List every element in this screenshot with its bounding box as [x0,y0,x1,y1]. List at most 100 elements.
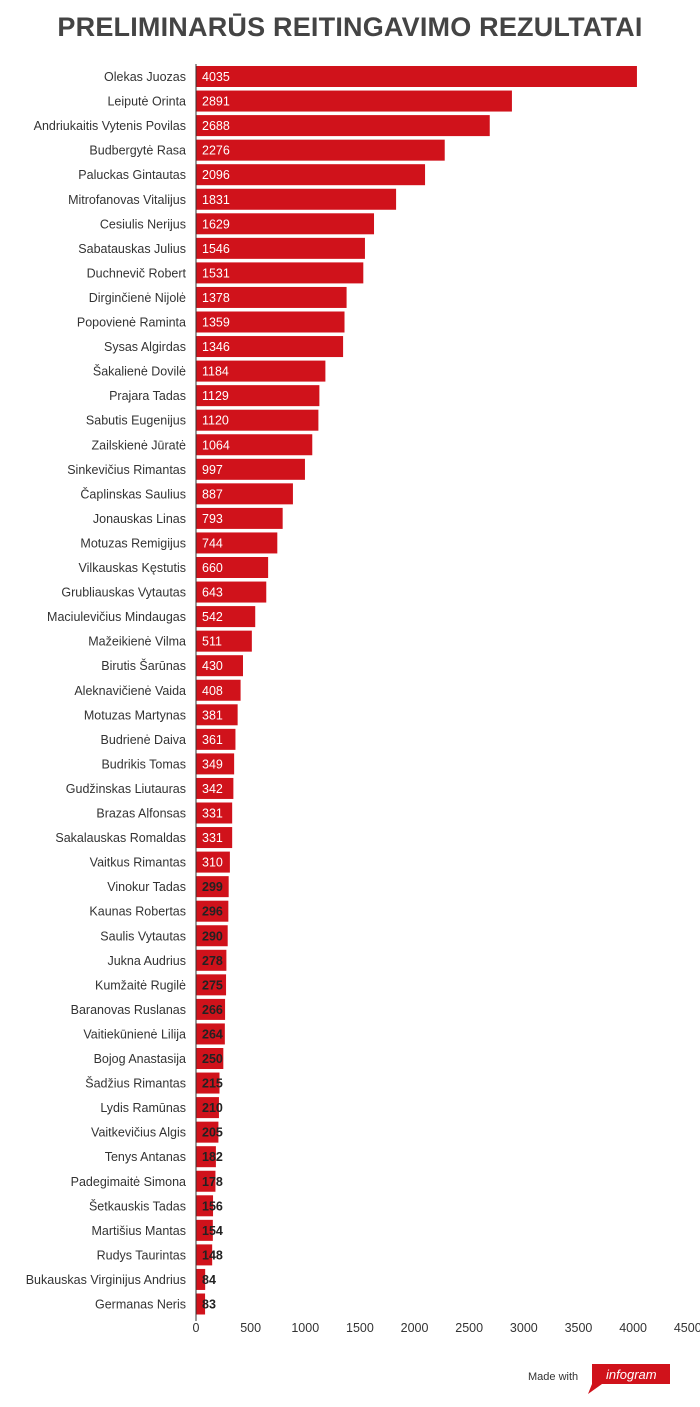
bar [196,557,269,578]
category-label: Vaitiekūnienė Lilija [83,1027,186,1041]
bar [196,827,233,849]
x-tick-label: 4500 [674,1321,700,1335]
value-label: 210 [202,1101,223,1115]
category-label: Popovienė Raminta [77,316,186,330]
value-label: 178 [202,1175,223,1189]
category-label: Cesiulis Nerijus [100,217,186,231]
value-label: 1378 [202,291,230,305]
category-label: Gudžinskas Liutauras [66,782,186,796]
bar [196,360,326,382]
bar [196,164,426,186]
category-label: Šetkauskis Tadas [89,1198,186,1213]
bar [196,1121,219,1143]
value-label: 887 [202,487,223,501]
value-label: 296 [202,905,223,919]
category-label: Martišius Mantas [92,1224,186,1238]
category-label: Brazas Alfonsas [96,807,186,821]
value-label: 1184 [202,365,229,379]
value-label: 1546 [202,242,230,256]
infogram-logo[interactable]: infogram [584,1364,670,1394]
bar [196,1219,213,1241]
value-label: 1346 [202,340,230,354]
bar [196,998,226,1020]
category-label: Budrienė Daiva [101,733,187,747]
category-label: Birutis Šarūnas [101,658,186,673]
category-label: Aleknavičienė Vaida [74,684,186,698]
value-label: 1129 [202,389,229,403]
infogram-logo-text: infogram [606,1367,657,1382]
bar [196,777,234,799]
value-label: 205 [202,1126,223,1140]
category-label: Maciulevičius Mindaugas [47,610,186,624]
category-label: Mitrofanovas Vitalijus [68,193,186,207]
value-label: 793 [202,512,223,526]
bar [196,507,283,529]
category-label: Kaunas Robertas [89,905,186,919]
value-label: 278 [202,954,223,968]
bar [196,115,490,137]
category-label: Tenys Antanas [105,1150,186,1164]
value-label: 660 [202,561,223,575]
value-label: 331 [202,831,223,845]
category-label: Budrikis Tomas [101,757,186,771]
value-label: 83 [202,1298,216,1312]
bar [196,974,227,996]
value-label: 310 [202,856,223,870]
bar [196,311,345,333]
category-label: Jonauskas Linas [93,512,186,526]
chart-title: PRELIMINARŪS REITINGAVIMO REZULTATAI [57,12,643,42]
x-tick-label: 3000 [510,1321,538,1335]
category-label: Vaitkus Rimantas [90,856,186,870]
category-label: Motuzas Martynas [84,708,186,722]
value-label: 4035 [202,70,230,84]
bar [196,630,252,652]
made-with-label: Made with [528,1371,579,1383]
value-label: 148 [202,1248,223,1262]
bar [196,1293,206,1315]
bar [196,1195,214,1217]
infogram-logo-badge [588,1364,670,1394]
bar [196,1072,220,1094]
category-label: Prajara Tadas [109,389,186,403]
bar [196,606,256,628]
x-tick-label: 500 [240,1321,261,1335]
value-label: 1629 [202,217,230,231]
bar [196,1170,216,1192]
bar [196,286,347,308]
value-label: 430 [202,659,223,673]
bar [196,262,364,284]
bar [196,655,243,677]
category-label: Bukauskas Virginijus Andrius [26,1273,186,1287]
category-label: Sabatauskas Julius [78,242,186,256]
bar [196,66,637,87]
bar [196,188,397,210]
value-label: 2276 [202,144,230,158]
value-label: 266 [202,1003,223,1017]
bar [196,139,445,161]
category-label: Duchnevič Robert [87,266,187,280]
value-label: 156 [202,1199,223,1213]
category-label: Vinokur Tadas [107,880,186,894]
bar [196,1146,216,1168]
category-label: Sysas Algirdas [104,340,186,354]
category-label: Motuzas Remigijus [80,536,186,550]
category-label: Germanas Neris [95,1298,186,1312]
value-label: 997 [202,463,223,477]
value-label: 84 [202,1273,216,1287]
x-tick-label: 3500 [565,1321,593,1335]
category-label: Sakalauskas Romaldas [55,831,186,845]
value-label: 342 [202,782,223,796]
bar [196,385,320,407]
bar [196,458,305,480]
value-label: 511 [202,635,222,649]
bar [196,532,278,554]
value-label: 1064 [202,438,230,452]
value-label: 154 [202,1224,223,1238]
bar [196,213,375,235]
bar [196,409,319,431]
value-label: 2891 [202,95,230,109]
category-label: Sinkevičius Rimantas [67,463,186,477]
value-label: 299 [202,880,223,894]
value-label: 361 [202,733,223,747]
